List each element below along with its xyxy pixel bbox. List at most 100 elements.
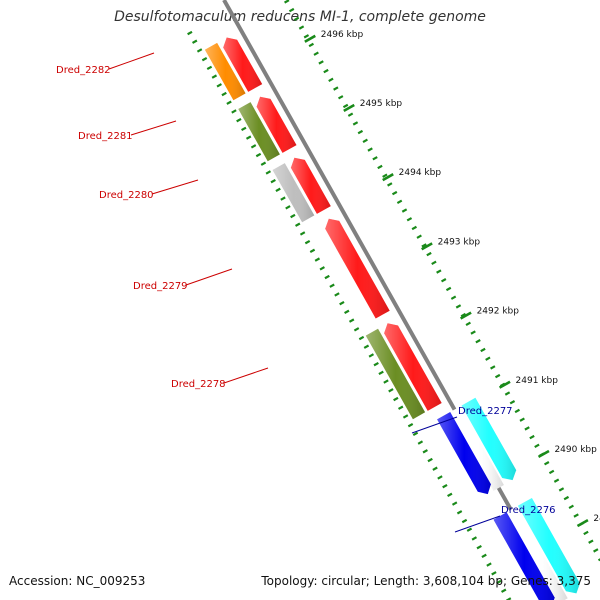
gene-label[interactable]: Dred_2279: [133, 281, 188, 292]
tick-mark: [440, 278, 447, 283]
tick-mark: [328, 77, 334, 83]
tick-mark: [378, 370, 384, 376]
tick-mark: [368, 353, 375, 358]
tick-mark: [211, 74, 218, 79]
tick-mark: [491, 571, 497, 576]
kbp-major-tick: [382, 173, 394, 182]
gene-label-leader: [130, 120, 177, 136]
kbp-major-tick: [421, 242, 433, 251]
outer-tick-ring: [284, 0, 600, 562]
tick-mark: [407, 422, 414, 428]
gene-feature-shade: [437, 412, 491, 495]
tick-mark: [402, 414, 409, 419]
kbp-label: 2493 kbp: [438, 237, 481, 247]
kbp-major-tick: [498, 380, 511, 389]
tick-mark: [524, 426, 530, 431]
gene-label[interactable]: Dred_2282: [56, 65, 111, 76]
tick-mark: [347, 112, 354, 117]
tick-mark: [568, 504, 574, 509]
tick-mark: [191, 39, 198, 44]
tick-mark: [284, 0, 290, 4]
kbp-major-tick: [459, 311, 472, 320]
gene-label-layer: Dred_2282 Dred_2281 Dred_2280 Dred_2279 Dred…: [56, 52, 556, 533]
kbp-major-tick: [343, 103, 355, 113]
gene-label[interactable]: Dred_2281: [78, 131, 133, 142]
tick-mark: [206, 65, 213, 71]
tick-mark: [383, 379, 389, 384]
gene-feature-shade: [517, 498, 580, 594]
tick-mark: [260, 161, 267, 166]
tick-mark: [558, 487, 565, 492]
tick-mark: [382, 173, 388, 178]
tick-mark: [436, 269, 442, 274]
tick-mark: [470, 330, 476, 335]
tick-mark: [337, 95, 344, 100]
tick-mark: [396, 199, 403, 205]
tick-mark: [308, 42, 314, 48]
kbp-label: 2489 kbp: [593, 514, 600, 524]
tick-mark: [323, 68, 329, 74]
gene-label[interactable]: Dred_2278: [171, 379, 226, 390]
tick-mark: [583, 530, 589, 536]
tick-mark: [314, 257, 321, 262]
tick-mark: [226, 100, 232, 105]
tick-mark: [421, 243, 427, 248]
tick-mark: [285, 205, 291, 210]
tick-mark: [504, 391, 511, 396]
tick-mark: [393, 396, 399, 402]
gene-feature-shade: [461, 397, 517, 481]
tick-mark: [442, 483, 448, 489]
tick-mark: [372, 156, 378, 161]
tick-mark: [466, 527, 473, 532]
gene-feature-shade: [505, 506, 568, 600]
gene-feature-shade: [238, 102, 280, 162]
tick-mark: [313, 51, 319, 56]
gene-feature-shade: [204, 42, 246, 101]
tick-mark: [293, 16, 300, 22]
tick-mark: [334, 292, 340, 297]
tick-mark: [406, 217, 413, 222]
tick-mark: [431, 260, 437, 266]
tick-mark: [486, 562, 492, 567]
tick-mark: [353, 327, 360, 332]
gene-label[interactable]: Dred_2280: [99, 190, 154, 201]
gene-label-leader: [454, 515, 501, 533]
tick-mark: [299, 231, 306, 236]
tick-mark: [563, 495, 570, 501]
tick-mark: [426, 251, 432, 257]
tick-mark: [333, 86, 339, 91]
tick-mark: [275, 187, 281, 193]
tick-mark: [505, 597, 512, 600]
tick-mark: [288, 7, 295, 13]
tick-mark: [363, 344, 370, 349]
tick-mark: [362, 138, 368, 144]
gene-label[interactable]: Dred_2276: [501, 505, 556, 516]
gene-label[interactable]: Dred_2277: [458, 406, 513, 417]
gene-feature-shade: [449, 406, 504, 491]
tick-mark: [514, 408, 521, 414]
accession-text: Accession: NC_009253: [9, 574, 146, 588]
tick-mark: [476, 544, 482, 550]
tick-mark: [416, 234, 422, 239]
tick-mark: [597, 558, 600, 562]
tick-mark: [221, 91, 227, 97]
feature-layer: [204, 37, 580, 600]
tick-mark: [309, 248, 316, 254]
tick-mark: [358, 335, 365, 341]
gene-label-leader: [223, 367, 269, 384]
tick-mark: [475, 339, 481, 344]
tick-mark: [294, 222, 301, 227]
genome-backbone: [222, 0, 565, 600]
gene-label-leader: [108, 52, 155, 70]
tick-mark: [417, 440, 424, 445]
tick-mark: [490, 365, 496, 370]
tick-mark: [471, 536, 478, 541]
tick-mark: [236, 117, 242, 123]
tick-mark: [501, 588, 507, 593]
tick-mark: [388, 388, 394, 393]
tick-mark: [553, 478, 560, 483]
tick-mark: [367, 147, 373, 152]
tick-mark: [373, 361, 379, 367]
tick-mark: [480, 347, 486, 353]
tick-mark: [342, 103, 349, 109]
